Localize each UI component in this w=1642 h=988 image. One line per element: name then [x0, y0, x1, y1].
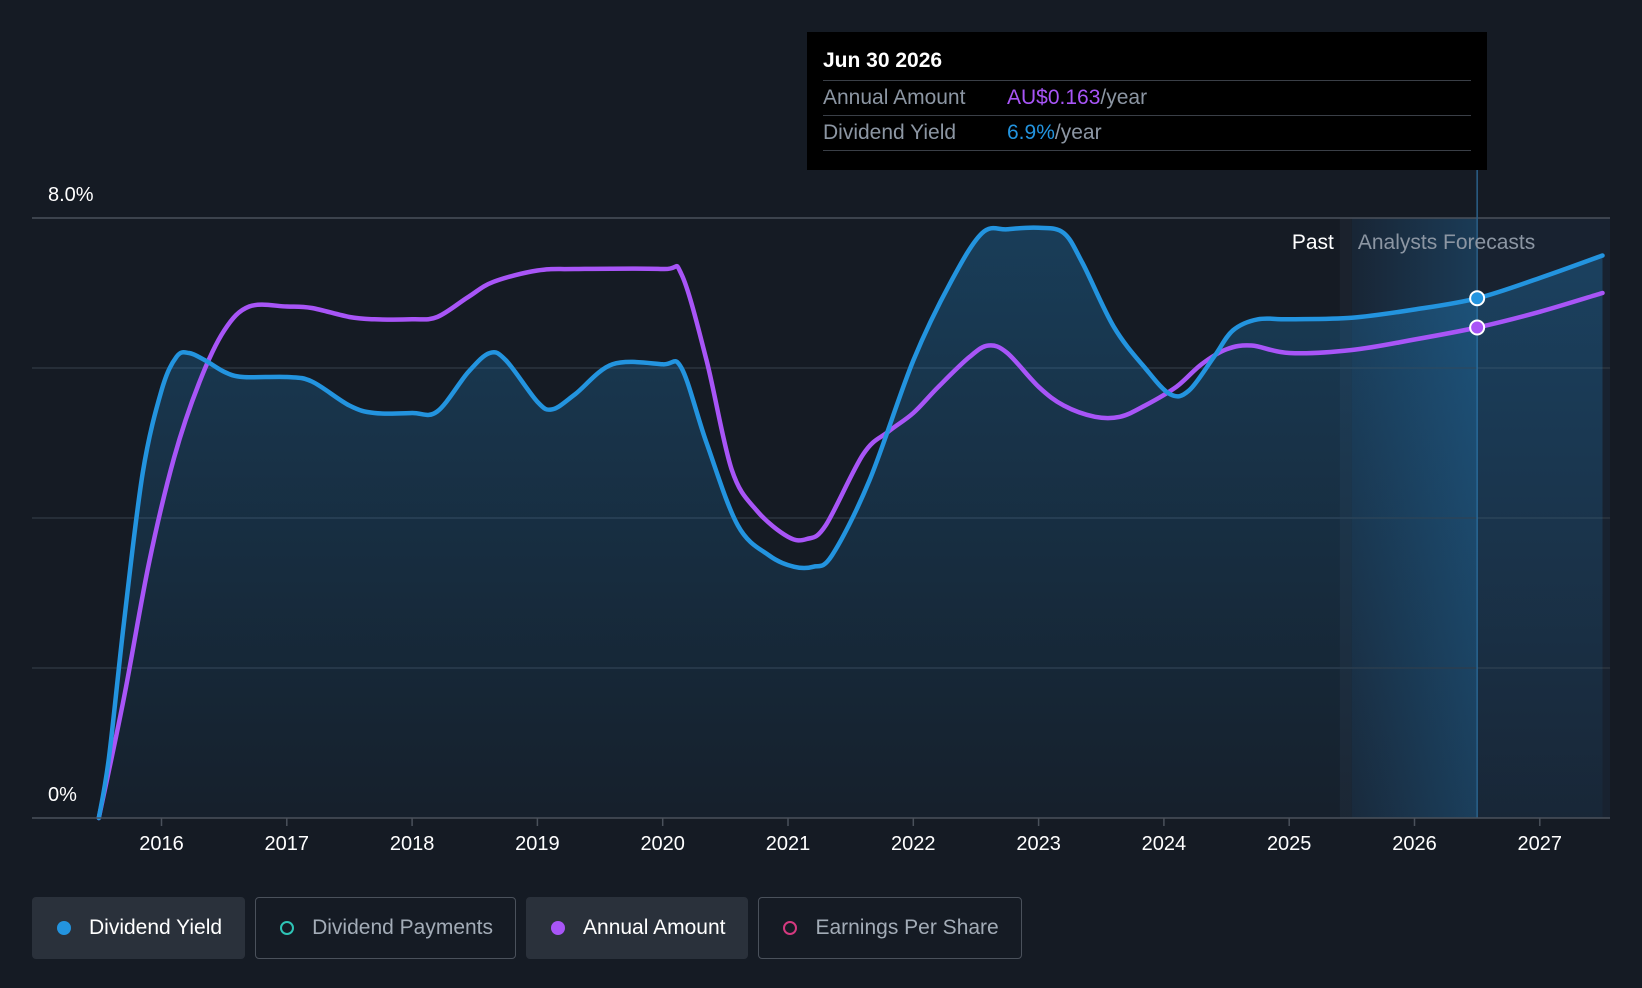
x-tick-label: 2020	[640, 833, 685, 855]
x-tick-label: 2019	[515, 833, 560, 855]
region-labels: Past Analysts Forecasts	[1292, 231, 1535, 254]
y-tick-label: 8.0%	[48, 184, 94, 206]
x-tick-label: 2027	[1518, 833, 1563, 855]
tooltip-row-annual-amount: Annual Amount AU$0.163 /year	[823, 81, 1471, 116]
legend-dividend-payments-button[interactable]: Dividend Payments	[255, 897, 517, 959]
annual-amount-marker	[1469, 319, 1486, 336]
x-axis: 2016 2017 2018 2019 2020 2021 2022 2023 2024 2025…	[32, 817, 1610, 855]
highlight-markers	[1469, 290, 1486, 336]
tooltip-date: Jun 30 2026	[823, 46, 1471, 81]
dividend-yield-line	[96, 225, 1605, 821]
filled-dot-icon	[57, 921, 71, 935]
y-tick-label: 0%	[48, 784, 77, 806]
legend-label: Dividend Yield	[89, 916, 223, 939]
hollow-dot-icon	[280, 921, 295, 935]
region-label-past: Past	[1292, 231, 1334, 254]
legend-earnings-per-share-button[interactable]: Earnings Per Share	[758, 897, 1022, 959]
region-label-forecast: Analysts Forecasts	[1358, 231, 1535, 254]
annual-amount-line	[96, 263, 1605, 821]
x-tick-label: 2026	[1392, 833, 1437, 855]
legend-label: Annual Amount	[583, 916, 726, 939]
legend-label: Earnings Per Share	[815, 916, 999, 939]
x-tick-label: 2024	[1142, 833, 1187, 855]
dividend-chart: 2016 2017 2018 2019 2020 2021 2022 2023 2024 2025…	[32, 170, 1610, 855]
tooltip-unit: /year	[1054, 121, 1102, 144]
x-tick-label: 2021	[766, 833, 811, 855]
x-tick-label: 2018	[390, 833, 435, 855]
x-tick-label: 2017	[265, 833, 310, 855]
legend-annual-amount-button[interactable]: Annual Amount	[526, 897, 749, 959]
chart-tooltip: Jun 30 2026 Annual Amount AU$0.163 /year…	[807, 32, 1487, 170]
tooltip-label: Annual Amount	[823, 86, 966, 109]
tooltip-value: AU$0.163	[1007, 86, 1101, 109]
x-tick-label: 2023	[1016, 833, 1061, 855]
x-tick-label: 2022	[891, 833, 936, 855]
chart-legend: Dividend Yield Dividend Payments Annual …	[32, 897, 1022, 959]
y-axis-labels: 8.0% 0%	[48, 184, 94, 806]
series-lines	[96, 225, 1605, 821]
x-tick-label: 2025	[1267, 833, 1312, 855]
legend-label: Dividend Payments	[312, 916, 494, 939]
x-tick-label: 2016	[139, 833, 184, 855]
tooltip-value: 6.9%	[1007, 121, 1055, 144]
legend-dividend-yield-button[interactable]: Dividend Yield	[32, 897, 246, 959]
filled-dot-icon	[551, 921, 566, 935]
tooltip-unit: /year	[1100, 86, 1148, 109]
dividend-yield-marker	[1469, 290, 1486, 307]
tooltip-label: Dividend Yield	[823, 121, 957, 144]
hollow-dot-icon	[783, 921, 798, 935]
tooltip-row-dividend-yield: Dividend Yield 6.9% /year	[823, 116, 1471, 151]
